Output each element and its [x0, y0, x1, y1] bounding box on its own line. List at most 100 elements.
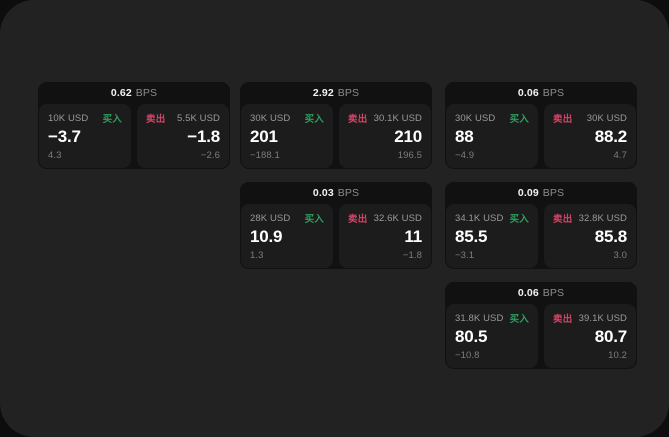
- buy-side-tag: 买入: [304, 214, 324, 225]
- buy-delta: 4.3: [48, 149, 62, 161]
- sell-side-tag: 卖出: [553, 314, 573, 325]
- buy-delta-row: 4.3: [48, 149, 122, 161]
- buy-price: −3.7: [48, 126, 81, 146]
- bps-unit-label: BPS: [542, 287, 565, 299]
- sell-cell-header: 卖出 32.8K USD: [553, 212, 627, 226]
- quote-card[interactable]: 2.92 BPS 30K USD 买入 201 −188.1 卖出 30.1K USD 210 1…: [240, 82, 432, 169]
- sell-cell-header: 卖出 39.1K USD: [553, 312, 627, 326]
- sell-cell[interactable]: 卖出 30K USD 88.2 4.7: [544, 104, 636, 168]
- buy-size-label: 31.8K USD: [455, 312, 504, 324]
- sell-cell[interactable]: 卖出 30.1K USD 210 196.5: [339, 104, 431, 168]
- buy-delta: −10.8: [455, 349, 480, 361]
- buy-cell[interactable]: 30K USD 买入 201 −188.1: [241, 104, 333, 168]
- bps-unit-label: BPS: [542, 187, 565, 199]
- card-header: 2.92 BPS: [240, 82, 432, 104]
- buy-side-tag: 买入: [509, 214, 529, 225]
- buy-side-tag: 买入: [509, 114, 529, 125]
- quote-column: 2.92 BPS 30K USD 买入 201 −188.1 卖出 30.1K USD 210 1…: [240, 82, 432, 282]
- buy-price: 88: [455, 126, 474, 146]
- sell-price-row: 80.7: [553, 326, 627, 346]
- card-header: 0.62 BPS: [38, 82, 230, 104]
- sell-cell[interactable]: 卖出 32.8K USD 85.8 3.0: [544, 204, 636, 268]
- sell-price: 80.7: [594, 326, 627, 346]
- sell-delta-row: 4.7: [553, 149, 627, 161]
- sell-delta-row: 10.2: [553, 349, 627, 361]
- card-header: 0.09 BPS: [445, 182, 637, 204]
- sell-delta: −1.8: [402, 249, 422, 261]
- buy-side-tag: 买入: [102, 114, 122, 125]
- bps-unit-label: BPS: [135, 87, 158, 99]
- bps-value: 0.06: [517, 87, 539, 99]
- buy-cell-header: 30K USD 买入: [250, 112, 324, 126]
- buy-delta-row: −10.8: [455, 349, 529, 361]
- buy-cell-header: 28K USD 买入: [250, 212, 324, 226]
- buy-size-label: 30K USD: [250, 112, 291, 124]
- buy-delta: −188.1: [250, 149, 280, 161]
- sell-cell[interactable]: 卖出 39.1K USD 80.7 10.2: [544, 304, 636, 368]
- sell-side-tag: 卖出: [553, 114, 573, 125]
- quote-card[interactable]: 0.09 BPS 34.1K USD 买入 85.5 −3.1 卖出 32.8K USD 85.…: [445, 182, 637, 269]
- sell-cell-header: 卖出 30.1K USD: [348, 112, 422, 126]
- bps-value: 0.09: [517, 187, 539, 199]
- buy-price-row: 201: [250, 126, 324, 146]
- sell-delta-row: −2.6: [146, 149, 220, 161]
- card-header: 0.03 BPS: [240, 182, 432, 204]
- buy-price: 10.9: [250, 226, 283, 246]
- sell-size-label: 5.5K USD: [176, 112, 220, 124]
- quote-board: 0.62 BPS 10K USD 买入 −3.7 4.3 卖出 5.5K USD −1.8 −2.…: [38, 82, 637, 382]
- buy-size-label: 34.1K USD: [455, 212, 504, 224]
- buy-price-row: −3.7: [48, 126, 122, 146]
- quote-card[interactable]: 0.62 BPS 10K USD 买入 −3.7 4.3 卖出 5.5K USD −1.8 −2.…: [38, 82, 230, 169]
- sell-price: 85.8: [594, 226, 627, 246]
- buy-cell-header: 10K USD 买入: [48, 112, 122, 126]
- bps-value: 0.03: [312, 187, 334, 199]
- sell-cell-header: 卖出 5.5K USD: [146, 112, 220, 126]
- sell-size-label: 30K USD: [586, 112, 627, 124]
- sell-cell-header: 卖出 32.6K USD: [348, 212, 422, 226]
- buy-cell[interactable]: 31.8K USD 买入 80.5 −10.8: [446, 304, 538, 368]
- buy-cell-header: 30K USD 买入: [455, 112, 529, 126]
- buy-cell[interactable]: 10K USD 买入 −3.7 4.3: [39, 104, 131, 168]
- buy-cell[interactable]: 28K USD 买入 10.9 1.3: [241, 204, 333, 268]
- quote-card[interactable]: 0.06 BPS 30K USD 买入 88 −4.9 卖出 30K USD 88.2 4.7: [445, 82, 637, 169]
- buy-cell[interactable]: 30K USD 买入 88 −4.9: [446, 104, 538, 168]
- sell-size-label: 30.1K USD: [373, 112, 422, 124]
- sell-delta: 10.2: [608, 349, 627, 361]
- buy-delta: 1.3: [250, 249, 264, 261]
- buy-price: 80.5: [455, 326, 488, 346]
- sell-delta: 196.5: [397, 149, 422, 161]
- quote-card[interactable]: 0.03 BPS 28K USD 买入 10.9 1.3 卖出 32.6K USD 11 −1.8: [240, 182, 432, 269]
- sell-price: 11: [404, 226, 422, 246]
- buy-cell[interactable]: 34.1K USD 买入 85.5 −3.1: [446, 204, 538, 268]
- bps-value: 2.92: [312, 87, 334, 99]
- card-body: 31.8K USD 买入 80.5 −10.8 卖出 39.1K USD 80.7 10.2: [445, 304, 637, 369]
- sell-side-tag: 卖出: [553, 214, 573, 225]
- buy-price-row: 10.9: [250, 226, 324, 246]
- sell-price-row: 85.8: [553, 226, 627, 246]
- card-body: 28K USD 买入 10.9 1.3 卖出 32.6K USD 11 −1.8: [240, 204, 432, 269]
- card-header: 0.06 BPS: [445, 282, 637, 304]
- sell-delta-row: 3.0: [553, 249, 627, 261]
- quote-column: 0.62 BPS 10K USD 买入 −3.7 4.3 卖出 5.5K USD −1.8 −2.…: [38, 82, 230, 182]
- bps-value: 0.62: [110, 87, 132, 99]
- sell-side-tag: 卖出: [348, 214, 368, 225]
- sell-delta-row: −1.8: [348, 249, 422, 261]
- sell-delta-row: 196.5: [348, 149, 422, 161]
- sell-cell[interactable]: 卖出 32.6K USD 11 −1.8: [339, 204, 431, 268]
- sell-size-label: 39.1K USD: [578, 312, 627, 324]
- sell-price-row: 88.2: [553, 126, 627, 146]
- buy-delta: −3.1: [455, 249, 475, 261]
- sell-price-row: 11: [348, 226, 422, 246]
- sell-cell[interactable]: 卖出 5.5K USD −1.8 −2.6: [137, 104, 229, 168]
- sell-side-tag: 卖出: [146, 114, 166, 125]
- buy-delta-row: 1.3: [250, 249, 324, 261]
- card-body: 30K USD 买入 88 −4.9 卖出 30K USD 88.2 4.7: [445, 104, 637, 169]
- sell-delta: 4.7: [613, 149, 627, 161]
- quote-card[interactable]: 0.06 BPS 31.8K USD 买入 80.5 −10.8 卖出 39.1K USD 80…: [445, 282, 637, 369]
- sell-price-row: −1.8: [146, 126, 220, 146]
- sell-price-row: 210: [348, 126, 422, 146]
- buy-price-row: 85.5: [455, 226, 529, 246]
- buy-size-label: 10K USD: [48, 112, 89, 124]
- buy-delta: −4.9: [455, 149, 475, 161]
